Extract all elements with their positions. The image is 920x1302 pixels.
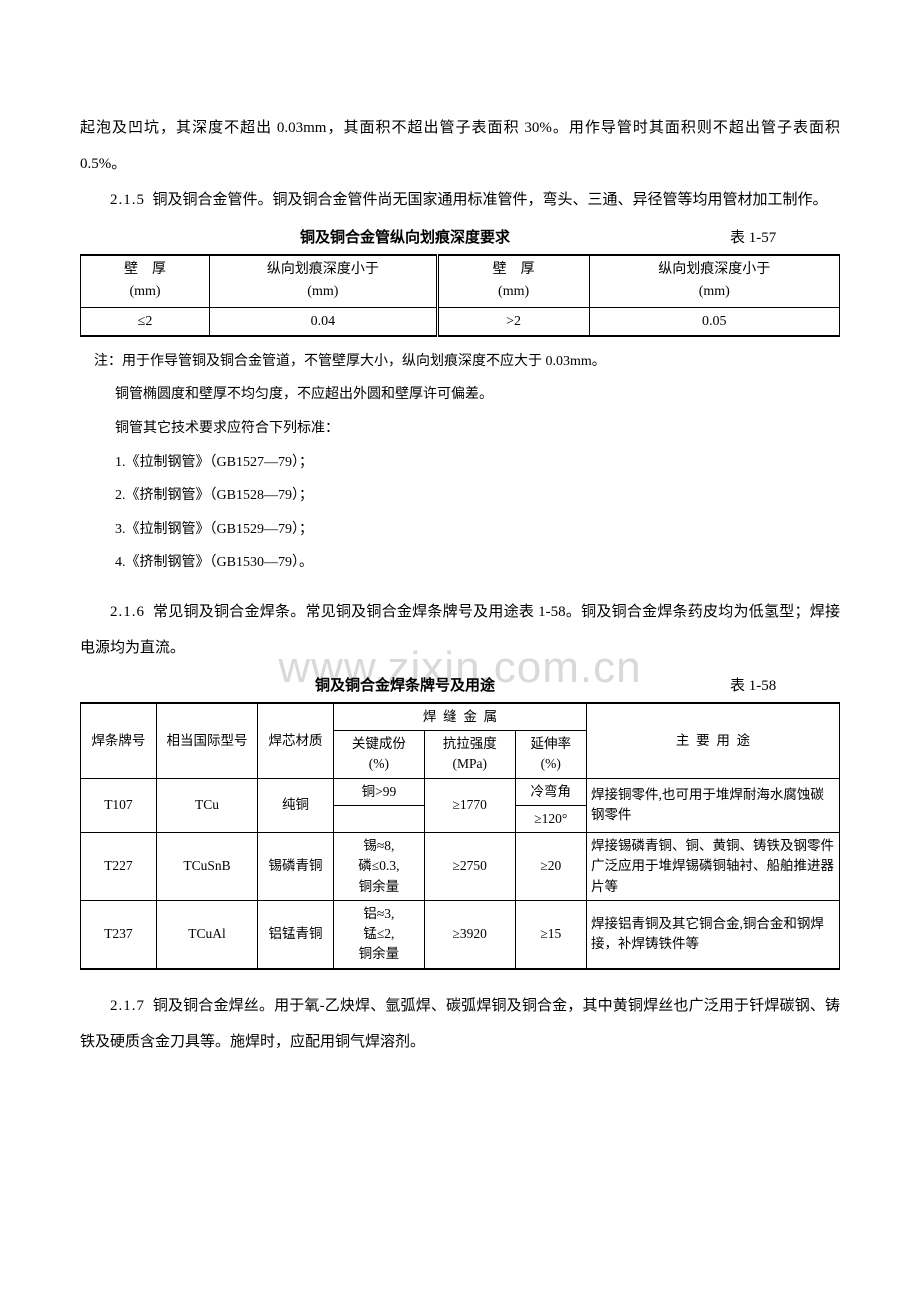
section-2-1-7: 2.1.7 铜及铜合金焊丝。用于氧-乙炔焊、氩弧焊、碳弧焊铜及铜合金，其中黄铜焊… xyxy=(80,988,840,1060)
table-row: 焊接铜零件,也可用于堆焊耐海水腐蚀碳钢零件 xyxy=(586,778,839,833)
t57-r1c1: ≤2 xyxy=(81,307,210,336)
t58-h-elong: 延伸率(%) xyxy=(515,731,586,779)
table-row: 铝≈3, 锰≤2, 铜余量 xyxy=(333,900,424,968)
section-2-1-6: 2.1.6 常见铜及铜合金焊条。常见铜及铜合金焊条牌号及用途表 1-58。铜及铜… xyxy=(80,594,840,666)
table-row: ≥20 xyxy=(515,833,586,901)
t58-h-tensile: 抗拉强度(MPa) xyxy=(424,731,515,779)
table-row xyxy=(333,805,424,832)
table-row: 铜>99 xyxy=(333,778,424,805)
table-row: TCuSnB xyxy=(156,833,257,901)
section-text: 铜及铜合金焊丝。用于氧-乙炔焊、氩弧焊、碳弧焊铜及铜合金，其中黄铜焊丝也广泛用于… xyxy=(80,998,840,1050)
section-text: 常见铜及铜合金焊条。常见铜及铜合金焊条牌号及用途表 1-58。铜及铜合金焊条药皮… xyxy=(80,604,840,656)
section-num: 2.1.5 xyxy=(110,192,145,208)
notes-block: 注：用于作导管铜及铜合金管道，不管壁厚大小，纵向划痕深度不应大于 0.03mm。… xyxy=(80,345,840,580)
paragraph-intro: 起泡及凹坑，其深度不超出 0.03mm，其面积不超出管子表面积 30%。用作导管… xyxy=(80,110,840,182)
note-3: 铜管其它技术要求应符合下列标准： xyxy=(115,412,840,446)
t58-h-weld: 焊 缝 金 属 xyxy=(333,703,586,731)
table-57-num: 表 1-57 xyxy=(730,226,840,250)
table-58: 焊条牌号 相当国际型号 焊芯材质 焊 缝 金 属 主 要 用 途 关键成份(%)… xyxy=(80,702,840,970)
table-row: 锡磷青铜 xyxy=(258,833,334,901)
t57-h4: 纵向划痕深度小于 xyxy=(594,259,836,281)
table-row: 纯铜 xyxy=(258,778,334,833)
t57-h1b: 厚 xyxy=(152,262,166,277)
t58-h-comp: 关键成份(%) xyxy=(333,731,424,779)
table-58-header: 铜及铜合金焊条牌号及用途 表 1-58 xyxy=(80,674,840,698)
t57-r1c4: 0.05 xyxy=(589,307,840,336)
table-row: ≥1770 xyxy=(424,778,515,833)
t58-h-intl: 相当国际型号 xyxy=(156,703,257,778)
table-row: 焊接铝青铜及其它铜合金,铜合金和钢焊接，补焊铸铁件等 xyxy=(586,900,839,968)
table-row: ≥15 xyxy=(515,900,586,968)
t57-h1a: 壁 xyxy=(124,262,138,277)
t58-h-use: 主 要 用 途 xyxy=(586,703,839,778)
t58-h-core: 焊芯材质 xyxy=(258,703,334,778)
table-row: TCuAl xyxy=(156,900,257,968)
t57-r1c3: >2 xyxy=(437,307,589,336)
note-7: 4.《挤制钢管》（GB1530—79）。 xyxy=(115,546,840,580)
section-2-1-5: 2.1.5 铜及铜合金管件。铜及铜合金管件尚无国家通用标准管件，弯头、三通、异径… xyxy=(80,182,840,218)
table-row: ≥3920 xyxy=(424,900,515,968)
table-57-header: 铜及铜合金管纵向划痕深度要求 表 1-57 xyxy=(80,226,840,250)
note-1: 注：用于作导管铜及铜合金管道，不管壁厚大小，纵向划痕深度不应大于 0.03mm。 xyxy=(94,345,840,379)
section-num: 2.1.7 xyxy=(110,998,145,1014)
note-6: 3.《拉制钢管》（GB1529—79）； xyxy=(115,513,840,547)
table-row: T237 xyxy=(81,900,157,968)
table-57: 壁厚 (mm) 纵向划痕深度小于 (mm) 壁厚 (mm) 纵向划痕深度小于 (… xyxy=(80,254,840,337)
table-row: 冷弯角 xyxy=(515,778,586,805)
page-content: 起泡及凹坑，其深度不超出 0.03mm，其面积不超出管子表面积 30%。用作导管… xyxy=(80,110,840,1060)
section-text: 铜及铜合金管件。铜及铜合金管件尚无国家通用标准管件，弯头、三通、异径管等均用管材… xyxy=(153,192,828,208)
note-2: 铜管椭圆度和壁厚不均匀度，不应超出外圆和壁厚许可偏差。 xyxy=(115,378,840,412)
table-row: TCu xyxy=(156,778,257,833)
table-row: ≥120° xyxy=(515,805,586,832)
t57-h3b: 厚 xyxy=(521,262,535,277)
t57-h2-unit: (mm) xyxy=(214,281,432,303)
t58-h-code: 焊条牌号 xyxy=(81,703,157,778)
table-row: T107 xyxy=(81,778,157,833)
t57-r1c2: 0.04 xyxy=(210,307,438,336)
table-row: 铝锰青铜 xyxy=(258,900,334,968)
table-58-num: 表 1-58 xyxy=(730,674,840,698)
table-58-title: 铜及铜合金焊条牌号及用途 xyxy=(80,674,730,698)
section-num: 2.1.6 xyxy=(110,604,145,620)
note-4: 1.《拉制钢管》（GB1527—79）； xyxy=(115,446,840,480)
t57-h4-unit: (mm) xyxy=(594,281,836,303)
table-row: 焊接锡磷青铜、铜、黄铜、铸铁及钢零件 广泛应用于堆焊锡磷铜轴衬、船舶推进器片等 xyxy=(586,833,839,901)
t57-h3-unit: (mm) xyxy=(443,281,585,303)
t57-h3a: 壁 xyxy=(493,262,507,277)
table-row: 锡≈8, 磷≤0.3, 铜余量 xyxy=(333,833,424,901)
note-5: 2.《挤制钢管》（GB1528—79）； xyxy=(115,479,840,513)
t57-h2: 纵向划痕深度小于 xyxy=(214,259,432,281)
table-row: T227 xyxy=(81,833,157,901)
table-57-title: 铜及铜合金管纵向划痕深度要求 xyxy=(80,226,730,250)
table-row: ≥2750 xyxy=(424,833,515,901)
t57-h1-unit: (mm) xyxy=(85,281,205,303)
